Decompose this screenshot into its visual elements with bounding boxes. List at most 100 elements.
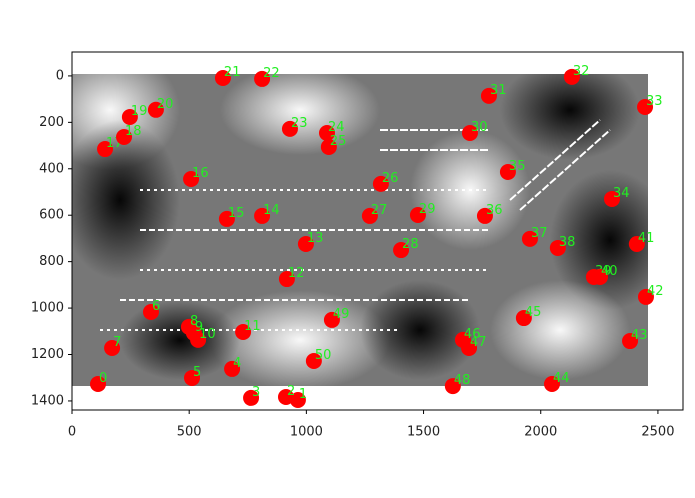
point-label: 44 [553,371,570,386]
y-tick-label: 800 [39,254,64,269]
point-label: 1 [299,387,307,402]
point-label: 21 [224,65,241,80]
point-label: 47 [470,335,487,350]
point [461,340,478,357]
point [409,206,426,223]
point-label: 32 [573,64,590,79]
point [361,207,378,224]
point [637,288,654,305]
point-label: 24 [328,120,345,135]
axes-frame [71,51,684,411]
point-label: 46 [464,327,481,342]
point [461,125,478,142]
point [183,369,200,386]
point [224,360,241,377]
point-label: 11 [244,319,261,334]
point [637,99,654,116]
point-label: 5 [193,365,201,380]
point [278,271,295,288]
background-image [72,74,648,386]
y-tick-label: 0 [56,68,64,83]
point-label: 49 [333,307,350,322]
point-label: 40 [601,264,618,279]
point-label: 50 [315,348,332,363]
point-label: 8 [190,314,198,329]
point [499,164,516,181]
point-label: 4 [233,356,241,371]
point-label: 29 [419,202,436,217]
point [305,353,322,370]
point [235,323,252,340]
x-tick-label: 0 [68,425,76,440]
point-label: 35 [509,159,526,174]
point-label: 43 [631,328,648,343]
point [90,375,107,392]
point [603,190,620,207]
point [147,101,164,118]
point-label: 20 [157,97,174,112]
point-label: 12 [288,266,305,281]
point [318,125,335,142]
point-label: 27 [371,203,388,218]
x-tick-label: 2000 [524,425,557,440]
point-label: 41 [638,231,655,246]
point-label: 9 [195,320,203,335]
point-label: 23 [291,116,308,131]
point [622,333,639,350]
y-tick-label: 1000 [31,301,64,316]
point [444,378,461,395]
point-label: 31 [490,83,507,98]
point-label: 48 [454,373,471,388]
point-label: 13 [307,231,324,246]
point-label: 22 [263,66,280,81]
point [277,388,294,405]
y-tick-label: 1200 [31,347,64,362]
y-tick-label: 200 [39,115,64,130]
point [549,239,566,256]
y-tick-label: 1400 [31,393,64,408]
point-label: 30 [471,120,488,135]
point [592,268,609,285]
point [628,236,645,253]
point [142,304,159,321]
x-tick-label: 1500 [407,425,440,440]
point [480,87,497,104]
point [320,138,337,155]
point [183,170,200,187]
point [543,375,560,392]
point-label: 0 [99,371,107,386]
point-label: 28 [402,237,419,252]
point [116,128,133,145]
point [515,310,532,327]
point-label: 3 [252,385,260,400]
x-tick-label: 2500 [641,425,674,440]
point-label: 25 [330,134,347,149]
point [190,331,207,348]
point-label: 7 [113,335,121,350]
point-label: 42 [647,284,664,299]
point [214,70,231,87]
point [254,207,271,224]
point-label: 15 [228,206,245,221]
point-label: 10 [199,327,216,342]
point [372,175,389,192]
point-label: 36 [486,203,503,218]
point [323,311,340,328]
point [297,236,314,253]
x-tick-label: 1000 [290,425,323,440]
point-label: 45 [525,305,542,320]
point [243,389,260,406]
point [281,120,298,137]
y-tick-label: 600 [39,208,64,223]
point-label: 6 [152,299,160,314]
point [393,242,410,259]
point [476,207,493,224]
point [218,210,235,227]
point-label: 38 [559,235,576,250]
point-label: 16 [192,166,209,181]
point-label: 19 [131,104,148,119]
point-label: 26 [382,171,399,186]
point-label: 34 [613,186,630,201]
point [97,141,114,158]
